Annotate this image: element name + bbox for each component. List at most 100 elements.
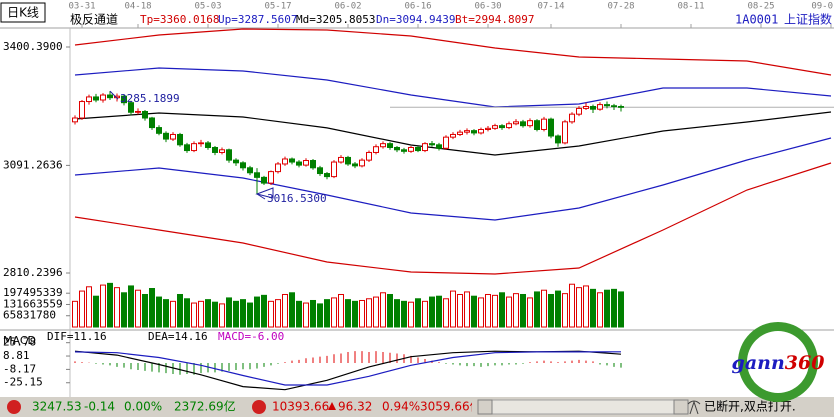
candle-body	[233, 159, 239, 164]
logo-text: gann360	[732, 352, 825, 374]
sz-icon[interactable]	[252, 400, 266, 414]
volume-bar	[569, 283, 575, 328]
volume-bar	[135, 289, 141, 328]
volume-bar	[541, 289, 547, 328]
connection-status[interactable]: 已断开,双点打开.	[704, 399, 796, 414]
scrollbar[interactable]	[477, 399, 689, 415]
candle-body	[191, 143, 197, 152]
volume-bar	[198, 300, 204, 328]
candle-body	[331, 161, 337, 178]
channel-line	[74, 67, 832, 108]
x-tick-label: 03-31	[68, 2, 95, 12]
candle-body	[415, 146, 421, 152]
candle-body	[611, 105, 617, 108]
candle-body	[275, 163, 281, 173]
volume-bar	[485, 293, 491, 328]
logo-face	[747, 331, 809, 393]
volume-bar	[534, 291, 540, 328]
volume-bar	[79, 290, 85, 328]
candle-body	[72, 117, 78, 123]
macd-tick-label: 25.78	[3, 336, 36, 349]
scroll-right[interactable]	[673, 399, 689, 415]
candle-body	[170, 133, 176, 140]
y-tick-label: 3400.3900	[3, 40, 63, 53]
candle-body	[100, 94, 106, 101]
volume-bar	[422, 300, 428, 328]
candle-body	[268, 171, 274, 184]
candle-body	[576, 107, 582, 115]
candle-body	[373, 146, 379, 153]
annotation-arrow	[109, 90, 119, 100]
sz-amount: 3059.66亿	[420, 399, 482, 414]
x-tick-label: 08-25	[747, 2, 774, 12]
volume-bar	[121, 292, 127, 328]
candle-body	[352, 163, 358, 167]
volume-bar	[597, 292, 603, 328]
volume-bar	[114, 287, 120, 328]
candle-body	[401, 149, 407, 152]
volume-bar	[618, 291, 624, 328]
volume-bar	[401, 300, 407, 328]
macd-title: MACD	[3, 334, 36, 347]
volume-bar	[415, 298, 421, 328]
annotation-label: 3285.1899	[120, 92, 180, 105]
candle-body	[156, 127, 162, 134]
volume-bar	[205, 299, 211, 328]
candle-body	[345, 156, 351, 165]
candle-body	[569, 113, 575, 123]
volume-bar	[142, 293, 148, 328]
volume-bar	[275, 299, 281, 328]
candle-body	[485, 127, 491, 130]
sh-icon[interactable]	[7, 400, 21, 414]
legend-entry: Tp=3360.0168	[140, 13, 219, 26]
macd-legend: DIF=11.16	[47, 330, 107, 343]
volume-bar	[471, 295, 477, 328]
status-bar: 3247.53 -0.14 0.00% 2372.69亿 10393.66 96…	[0, 397, 834, 417]
volume-bar	[296, 300, 302, 328]
volume-bar	[457, 293, 463, 328]
x-tick-label: 06-02	[334, 2, 361, 12]
period[interactable]: 日K线	[7, 6, 39, 20]
candle-body	[128, 102, 134, 113]
candle-body	[380, 143, 386, 148]
candle-body	[184, 144, 190, 152]
volume-bar	[436, 295, 442, 328]
sh-change: -0.14	[84, 400, 115, 414]
volume-bar	[492, 294, 498, 328]
candle-body	[247, 167, 253, 174]
volume-bar	[366, 298, 372, 328]
candle-body	[548, 118, 554, 137]
volume-bar	[506, 296, 512, 328]
candle-body	[142, 110, 148, 119]
candle-body	[555, 135, 561, 144]
candle-body	[513, 121, 519, 125]
volume-bar	[219, 303, 225, 328]
legend-entry: Dn=3094.9439	[376, 13, 455, 26]
candle-body	[478, 128, 484, 134]
y-tick-label: 2810.2396	[3, 266, 63, 279]
candle-body	[261, 176, 267, 184]
candle-body	[107, 94, 113, 99]
volume-bar	[611, 288, 617, 328]
volume-bar	[282, 293, 288, 328]
volume-bar	[233, 300, 239, 328]
volume-bar	[149, 288, 155, 328]
volume-bar	[156, 296, 162, 328]
volume-bar	[107, 282, 113, 328]
candle-body	[212, 146, 218, 153]
scroll-left[interactable]	[477, 399, 493, 415]
volume-bar	[212, 301, 218, 328]
volume-bar	[226, 297, 232, 328]
macd-line	[74, 351, 622, 386]
candle-body	[408, 146, 414, 152]
x-tick-label: 06-30	[474, 2, 501, 12]
period-box[interactable]	[0, 2, 46, 23]
volume-bar	[478, 297, 484, 328]
volume-bar	[394, 299, 400, 328]
candle-body	[387, 143, 393, 148]
candle-body	[583, 106, 589, 109]
candle-body	[282, 158, 288, 165]
volume-tick-label: 131663559	[3, 297, 63, 310]
x-tick-label: 04-18	[124, 2, 151, 12]
